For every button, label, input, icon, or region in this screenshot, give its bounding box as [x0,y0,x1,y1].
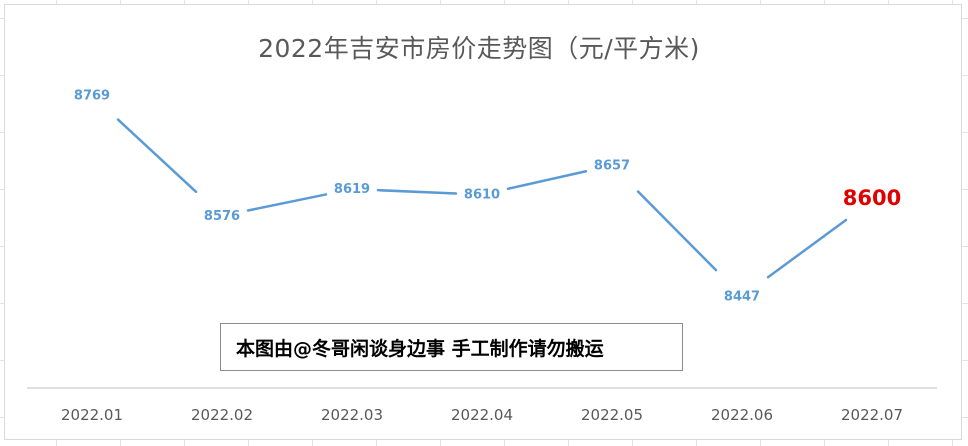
data-label-highlight: 8600 [843,186,901,210]
x-tick-label: 2022.06 [711,406,773,424]
series-line-segment [766,218,848,279]
series-line-segment [636,190,718,272]
x-tick-label: 2022.02 [191,406,253,424]
x-tick-layer: 2022.01 2022.02 2022.03 2022.04 2022.05 2022.… [61,406,903,424]
data-label: 8447 [724,289,760,304]
x-tick-label: 2022.01 [61,406,123,424]
watermark-text: 本图由@冬哥闲谈身边事 手工制作请勿搬运 [236,337,604,360]
watermark-annotation: 本图由@冬哥闲谈身边事 手工制作请勿搬运 [220,323,683,371]
data-label: 8576 [204,209,240,224]
x-tick-label: 2022.04 [451,406,513,424]
series-line-segment [376,188,458,195]
chart-title: 2022年吉安市房价走势图（元/平方米) [258,34,700,63]
series-line-segment [116,118,198,194]
data-label: 8610 [464,188,500,203]
data-label: 8769 [74,89,110,104]
x-tick-label: 2022.07 [841,406,903,424]
data-label: 8657 [594,158,630,173]
x-tick-label: 2022.05 [581,406,643,424]
series-line-segment [246,193,328,212]
data-label-layer: 8769 8576 8619 8610 8657 8447 8600 [74,89,901,305]
x-tick-label: 2022.03 [321,406,383,424]
series-line-segment [506,169,588,191]
series-layer [116,118,848,279]
data-label: 8619 [334,182,370,197]
